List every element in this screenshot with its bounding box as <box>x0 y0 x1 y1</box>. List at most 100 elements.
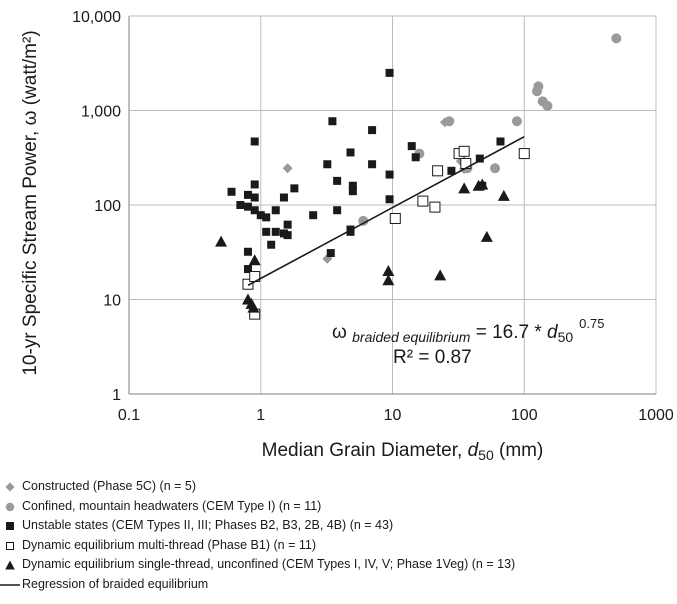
data-point-unstable <box>243 190 252 199</box>
data-point-single-thread <box>247 301 260 313</box>
legend-label: Unstable states (CEM Types II, III; Phas… <box>22 518 394 532</box>
data-point-unstable <box>328 117 337 126</box>
data-point-single-thread <box>248 254 261 266</box>
x-tick-label: 1 <box>256 407 265 424</box>
x-tick-label: 0.1 <box>118 407 140 424</box>
data-point-confined <box>358 215 369 226</box>
data-point-unstable <box>475 154 484 163</box>
data-point-unstable <box>407 142 416 151</box>
r-squared-label: R² = 0.87 <box>393 347 472 368</box>
data-point-unstable <box>243 265 252 274</box>
data-point-multi-thread <box>432 165 444 177</box>
y-tick-labels: 1 10 100 1,000 10,000 <box>72 9 121 404</box>
data-point-single-thread <box>480 230 493 242</box>
x-tick-label: 100 <box>511 407 538 424</box>
data-point-unstable <box>368 160 377 169</box>
data-point-unstable <box>326 249 335 258</box>
data-point-unstable <box>271 227 280 236</box>
data-point-unstable <box>250 180 259 189</box>
x-tick-label: 10 <box>384 407 402 424</box>
data-point-confined <box>511 116 522 127</box>
data-point-single-thread <box>476 178 489 190</box>
data-point-unstable <box>323 160 332 169</box>
legend-item-regression: Regression of braided equilibrium <box>0 575 677 595</box>
data-point-multi-thread <box>458 145 470 157</box>
data-point-unstable <box>411 153 420 162</box>
legend-item-constructed: Constructed (Phase 5C) (n = 5) <box>0 477 677 497</box>
data-point-unstable <box>385 195 394 204</box>
y-tick-label: 1 <box>112 387 121 404</box>
x-axis-title-main: Median Grain Diameter, <box>262 440 468 461</box>
data-point-unstable <box>333 206 342 215</box>
data-point-unstable <box>236 201 245 209</box>
line-marker-icon <box>0 575 20 595</box>
y-axis-title: 10-yr Specific Stream Power, ω (watt/m²) <box>20 30 41 375</box>
equation-var-subscript: 50 <box>558 329 574 345</box>
triangle-marker-icon <box>4 555 18 575</box>
data-point-unstable <box>346 148 355 157</box>
equation-var: d <box>547 322 559 343</box>
y-tick-label: 100 <box>94 198 121 215</box>
data-point-multi-thread <box>242 278 254 290</box>
data-point-unstable <box>290 184 299 193</box>
data-point-unstable <box>496 137 505 146</box>
data-point-constructed <box>322 253 333 264</box>
data-markers <box>215 33 622 320</box>
data-point-unstable <box>271 206 280 215</box>
data-point-unstable <box>368 126 377 135</box>
data-point-unstable <box>250 137 259 146</box>
data-point-unstable <box>267 240 276 249</box>
legend-label: Confined, mountain headwaters (CEM Type … <box>22 498 322 513</box>
legend-item-unstable: Unstable states (CEM Types II, III; Phas… <box>0 516 677 536</box>
data-point-multi-thread <box>429 201 441 213</box>
data-point-single-thread <box>497 189 510 201</box>
data-point-unstable <box>346 227 355 236</box>
data-point-unstable <box>309 211 318 220</box>
data-point-unstable <box>243 202 252 211</box>
x-tick-label: 1000 <box>638 407 674 424</box>
data-point-unstable <box>262 213 271 222</box>
equation-rhs: = 16.7 * <box>470 322 547 343</box>
data-point-multi-thread <box>389 212 401 224</box>
data-point-unstable <box>385 68 394 77</box>
regression-line <box>247 135 525 287</box>
open-square-marker-icon <box>4 536 18 556</box>
y-tick-label: 1,000 <box>81 104 121 121</box>
legend-label: Dynamic equilibrium multi-thread (Phase … <box>22 537 316 552</box>
data-point-confined <box>542 100 553 111</box>
data-point-single-thread <box>458 182 471 194</box>
legend-item-single-thread: Dynamic equilibrium single-thread, uncon… <box>0 555 677 575</box>
y-tick-label: 10,000 <box>72 9 121 26</box>
data-point-single-thread <box>382 265 395 277</box>
data-point-unstable <box>385 170 394 179</box>
regression-equation: ω braided equilibrium = 16.7 * d50 0.75 <box>332 316 604 345</box>
legend: Constructed (Phase 5C) (n = 5) Confined,… <box>0 477 677 594</box>
data-point-unstable <box>348 181 357 190</box>
regression-line-group <box>247 135 525 287</box>
data-point-unstable <box>283 220 292 229</box>
x-axis-title-sub: 50 <box>478 447 494 463</box>
equation-exponent: 0.75 <box>579 316 604 331</box>
y-tick-label: 10 <box>103 293 121 310</box>
data-point-unstable <box>333 176 342 185</box>
data-point-single-thread <box>382 274 395 286</box>
x-axis-title-var: d <box>468 440 480 461</box>
equation-omega: ω <box>332 322 347 343</box>
x-axis-title-unit: (mm) <box>494 440 544 461</box>
legend-label: Regression of braided equilibrium <box>22 576 209 591</box>
data-point-unstable <box>250 206 259 215</box>
scatter-chart: 0.1 1 10 100 1000 1 10 100 1,000 10,000 Median G… <box>20 9 674 463</box>
legend-item-confined: Confined, mountain headwaters (CEM Type … <box>0 497 677 517</box>
data-point-unstable <box>227 187 236 196</box>
equation-omega-subscript: braided equilibrium <box>352 329 471 345</box>
data-point-unstable <box>447 166 456 175</box>
legend-label: Constructed (Phase 5C) (n = 5) <box>22 479 197 493</box>
circle-marker-icon <box>4 497 18 517</box>
data-point-confined <box>444 116 455 127</box>
data-point-unstable <box>256 211 265 220</box>
data-point-confined <box>611 33 622 44</box>
data-point-multi-thread <box>417 195 429 207</box>
legend-item-multi-thread: Dynamic equilibrium multi-thread (Phase … <box>0 536 677 556</box>
data-point-single-thread <box>434 269 447 281</box>
plot-frame <box>128 16 656 395</box>
